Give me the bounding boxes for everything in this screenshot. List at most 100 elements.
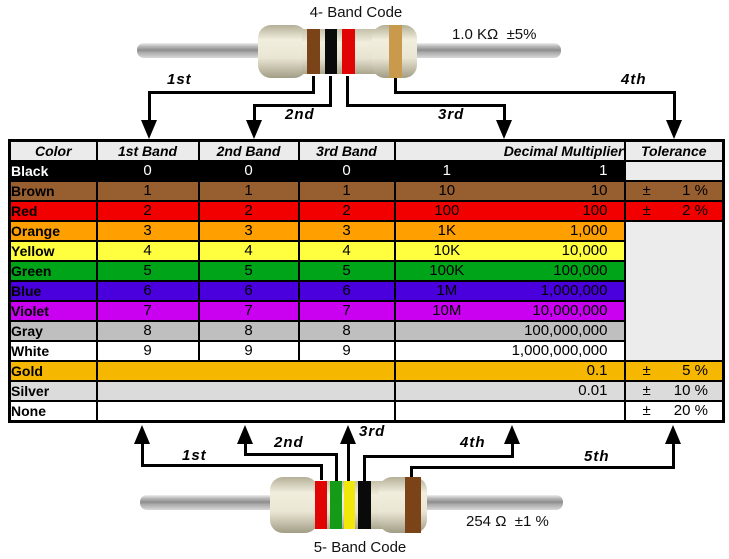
arrow-line: [320, 464, 323, 480]
multiplier-cell: 100,000,000: [393, 320, 626, 342]
arrow-line: [253, 104, 256, 122]
band-value-cell: 7: [297, 300, 396, 322]
color-name-cell: Green: [8, 260, 98, 282]
arrow-line: [511, 442, 514, 458]
five-band-title: 5- Band Code: [313, 539, 407, 556]
band-value-cell: 6: [297, 280, 396, 302]
band-value-cell: 1: [95, 180, 200, 202]
table-row-orange: Orange 3 3 3 1K 1,000: [8, 220, 725, 362]
band-value-cell: 2: [297, 200, 396, 222]
multiplier-cell: 1K 1,000: [393, 220, 626, 242]
color-name-cell: Black: [8, 160, 98, 182]
arrow-line: [347, 442, 350, 481]
arrow-head-down: [666, 120, 682, 139]
arrow-line: [346, 104, 506, 107]
color-name-cell: White: [8, 340, 98, 362]
color-name-cell: None: [8, 400, 98, 423]
arrow-head-up: [504, 425, 520, 444]
arrow-line: [503, 104, 506, 122]
bottom-arrow-label-1st: 1st: [182, 447, 207, 464]
table-row-white: White 9 9 9 1,000,000,000: [8, 340, 724, 362]
header-color: Color: [8, 139, 98, 162]
arrow-head-up: [237, 425, 253, 444]
arrow-line: [394, 76, 397, 94]
color-name-cell: Red: [8, 200, 98, 222]
header-decimal-multiplier: Decimal Multiplier: [393, 139, 626, 162]
top-band-2-black: [325, 29, 337, 74]
bands-merged-cell: [95, 400, 396, 423]
bottom-band-4-black: [358, 481, 371, 529]
resistor-body-left-cap-top: [258, 25, 307, 78]
color-name-cell: Silver: [8, 380, 98, 402]
bands-merged-cell: [95, 360, 396, 382]
arrow-head-down: [246, 120, 262, 139]
arrow-head-up: [340, 425, 356, 444]
tolerance-cell-empty: [623, 160, 725, 182]
band-value-cell: 8: [297, 320, 396, 342]
table-row-none: None ± 20 %: [8, 400, 725, 423]
arrow-line: [410, 466, 413, 481]
bands-merged-cell: [95, 380, 396, 402]
bottom-arrow-label-3rd: 3rd: [359, 423, 386, 440]
color-name-cell: Violet: [8, 300, 98, 322]
table-row-gold: Gold 0.1 ± 5 %: [8, 360, 725, 382]
band-value-cell: 0: [197, 160, 300, 182]
bottom-arrow-label-5th: 5th: [584, 448, 610, 465]
tolerance-cell: ± 20 %: [623, 400, 725, 423]
band-value-cell: 9: [197, 340, 300, 362]
band-value-cell: 3: [297, 220, 396, 242]
top-band-4-gold: [389, 25, 402, 78]
bottom-arrow-label-2nd: 2nd: [274, 434, 304, 451]
tolerance-cell: ± 2 %: [623, 200, 725, 222]
tolerance-merged-empty-cell: [623, 220, 725, 362]
arrow-head-up: [134, 425, 150, 444]
arrow-line: [673, 91, 676, 122]
multiplier-cell: 100 100: [393, 200, 626, 222]
arrow-head-down: [496, 120, 512, 139]
arrow-line: [141, 442, 144, 467]
arrow-head-down: [141, 120, 157, 139]
tolerance-cell: ± 5 %: [623, 360, 725, 382]
table-row-silver: Silver 0.01 ± 10 %: [8, 380, 725, 402]
color-name-cell: Gold: [8, 360, 98, 382]
band-value-cell: 2: [197, 200, 300, 222]
four-band-value-label: 1.0 KΩ ±5%: [452, 26, 537, 43]
five-band-value-label: 254 Ω ±1 %: [466, 513, 549, 530]
arrow-line: [672, 442, 675, 469]
bottom-band-1-red: [315, 481, 327, 529]
resistor-body-left-cap-bottom: [270, 477, 318, 533]
multiplier-cell: 0.1: [393, 360, 626, 382]
band-value-cell: 2: [95, 200, 200, 222]
bottom-band-2-green: [330, 481, 342, 529]
arrow-line: [244, 453, 338, 456]
color-name-cell: Orange: [8, 220, 98, 242]
arrow-line: [410, 466, 675, 469]
multiplier-cell: 10M 10,000,000: [393, 300, 626, 322]
header-1st-band: 1st Band: [95, 139, 200, 162]
top-arrow-label-3rd: 3rd: [438, 106, 465, 123]
arrow-line: [312, 76, 315, 93]
arrow-line: [346, 76, 349, 107]
band-value-cell: 0: [297, 160, 396, 182]
arrow-line: [329, 76, 332, 107]
multiplier-cell: 10K 10,000: [393, 240, 626, 262]
band-value-cell: 8: [95, 320, 200, 342]
band-value-cell: 4: [197, 240, 300, 262]
table-row-green: Green 5 5 5 100K 100,000: [8, 260, 724, 282]
band-value-cell: 8: [197, 320, 300, 342]
tolerance-cell: ± 1 %: [623, 180, 725, 202]
table-row-brown: Brown 1 1 1 10 10 ± 1 %: [8, 180, 725, 202]
band-value-cell: 1: [297, 180, 396, 202]
multiplier-cell: 0.01: [393, 380, 626, 402]
table-row-black: Black 0 0 0 1 1: [8, 160, 725, 182]
arrow-line: [148, 91, 315, 94]
band-value-cell: 9: [297, 340, 396, 362]
band-value-cell: 3: [95, 220, 200, 242]
top-arrow-label-1st: 1st: [167, 71, 192, 88]
table-header-row: Color 1st Band 2nd Band 3rd Band Decimal…: [8, 139, 725, 162]
table-row-violet: Violet 7 7 7 10M 10,000,000: [8, 300, 724, 322]
band-value-cell: 6: [197, 280, 300, 302]
header-tolerance: Tolerance: [623, 139, 725, 162]
band-value-cell: 3: [197, 220, 300, 242]
four-band-title: 4- Band Code: [309, 4, 403, 21]
